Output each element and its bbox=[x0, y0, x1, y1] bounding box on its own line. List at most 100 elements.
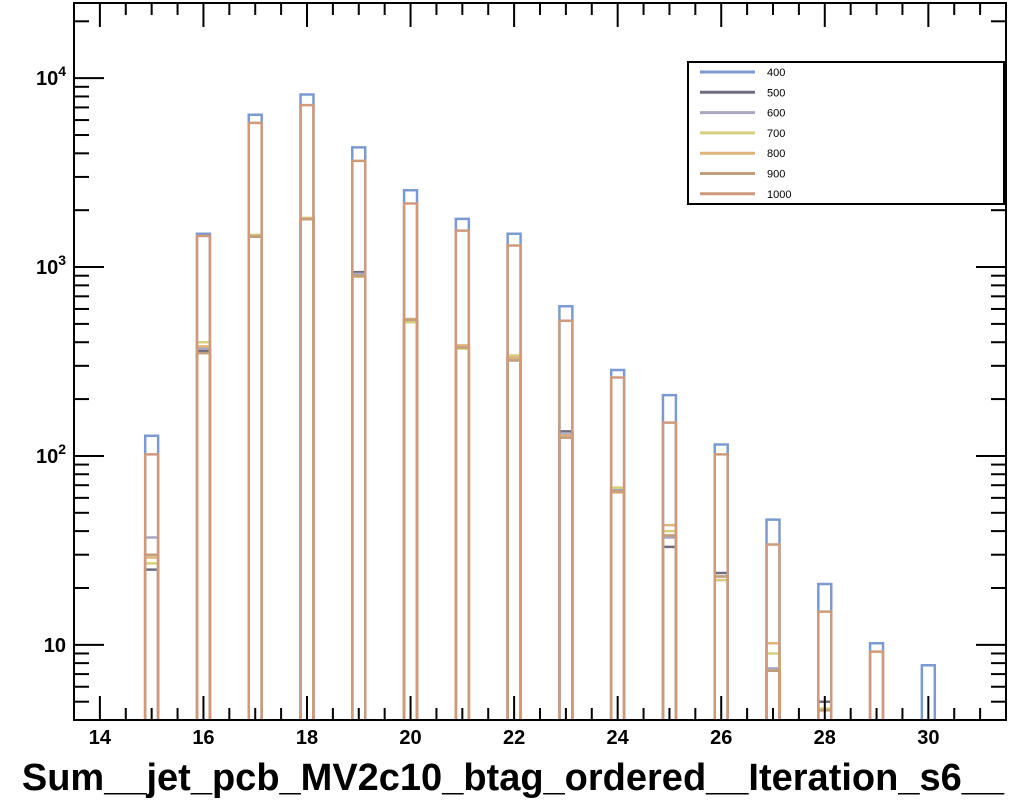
bar-500-18 bbox=[299, 217, 315, 720]
bar-900-19 bbox=[351, 274, 367, 720]
bar-400-20 bbox=[402, 189, 419, 720]
y-axis-tick-labels: 10 102 103 104 bbox=[36, 63, 66, 657]
bar-700-24 bbox=[609, 486, 626, 720]
legend-label-600: 600 bbox=[767, 108, 785, 120]
x-axis-tick-labels: 14 16 18 20 22 24 26 28 30 bbox=[89, 727, 940, 749]
bar-500-25 bbox=[661, 545, 678, 720]
bar-1000-29 bbox=[868, 650, 885, 720]
x-tick-label: 26 bbox=[710, 727, 732, 749]
bar-400-30 bbox=[920, 663, 937, 720]
bar-600-23 bbox=[558, 433, 574, 720]
bar-1000-20 bbox=[402, 202, 419, 720]
bar-600-20 bbox=[402, 319, 419, 720]
bar-1000-21 bbox=[454, 229, 471, 720]
x-axis-ticks bbox=[98, 3, 982, 720]
legend-label-700: 700 bbox=[767, 128, 785, 140]
x-axis-title: Sum__jet_pcb_MV2c10_btag_ordered__Iterat… bbox=[22, 757, 1005, 799]
bar-700-17 bbox=[247, 233, 263, 720]
bar-800-18 bbox=[299, 217, 315, 720]
bar-800-16 bbox=[195, 345, 212, 720]
bar-700-20 bbox=[402, 321, 419, 720]
legend: 400 500 600 700 800 900 1000 bbox=[687, 61, 1005, 205]
y-axis-ticks bbox=[74, 20, 1006, 721]
bar-500-21 bbox=[454, 345, 471, 720]
series-600 bbox=[143, 217, 781, 720]
bar-800-19 bbox=[351, 275, 367, 720]
bar-600-18 bbox=[299, 217, 315, 720]
bar-1000-15 bbox=[143, 453, 160, 720]
legend-entries: 400 500 600 700 800 900 1000 bbox=[700, 67, 791, 201]
bar-900-21 bbox=[454, 346, 471, 720]
bar-1000-28 bbox=[817, 610, 833, 720]
bar-400-21 bbox=[454, 217, 471, 720]
bar-900-15 bbox=[143, 553, 160, 720]
bar-800-15 bbox=[143, 556, 160, 720]
bar-800-23 bbox=[558, 434, 574, 720]
bar-900-16 bbox=[195, 351, 212, 720]
bar-500-20 bbox=[402, 317, 419, 720]
bar-1000-26 bbox=[713, 453, 729, 720]
bar-600-16 bbox=[195, 347, 212, 720]
bar-1000-25 bbox=[661, 421, 678, 720]
bar-900-24 bbox=[609, 490, 626, 720]
bar-400-17 bbox=[247, 113, 263, 720]
bar-700-16 bbox=[195, 340, 212, 720]
bar-1000-19 bbox=[351, 159, 367, 720]
bar-400-15 bbox=[143, 434, 160, 720]
bar-1000-17 bbox=[247, 121, 263, 720]
bar-900-25 bbox=[661, 534, 678, 720]
bar-600-15 bbox=[143, 536, 160, 720]
legend-label-1000: 1000 bbox=[767, 189, 791, 201]
bar-500-24 bbox=[609, 490, 626, 720]
y-tick-label: 104 bbox=[36, 63, 66, 90]
bar-600-25 bbox=[661, 536, 678, 720]
x-tick-label: 30 bbox=[917, 727, 939, 749]
bar-500-15 bbox=[143, 568, 160, 720]
bar-800-22 bbox=[506, 356, 522, 720]
bar-500-23 bbox=[558, 430, 574, 720]
bar-400-23 bbox=[558, 305, 574, 720]
bar-500-16 bbox=[195, 349, 212, 720]
bar-500-17 bbox=[247, 235, 263, 720]
bar-900-17 bbox=[247, 235, 263, 720]
bar-400-27 bbox=[765, 518, 781, 720]
bar-700-15 bbox=[143, 562, 160, 720]
bar-800-25 bbox=[661, 523, 678, 720]
bar-700-23 bbox=[558, 436, 574, 720]
bar-400-26 bbox=[713, 443, 729, 720]
legend-label-400: 400 bbox=[767, 67, 785, 79]
legend-label-900: 900 bbox=[767, 169, 785, 181]
histogram-bars bbox=[143, 93, 937, 720]
bar-1000-24 bbox=[609, 376, 626, 720]
bar-900-20 bbox=[402, 318, 419, 720]
bar-400-25 bbox=[661, 393, 678, 720]
bar-1000-16 bbox=[195, 234, 212, 720]
bar-600-24 bbox=[609, 488, 626, 720]
x-tick-label: 18 bbox=[296, 727, 318, 749]
bar-700-22 bbox=[506, 354, 522, 720]
legend-label-500: 500 bbox=[767, 87, 785, 99]
bar-700-21 bbox=[454, 347, 471, 720]
bar-400-24 bbox=[609, 368, 626, 720]
bar-700-19 bbox=[351, 274, 367, 720]
bar-1000-23 bbox=[558, 319, 574, 720]
series-800 bbox=[143, 217, 781, 720]
bar-1000-18 bbox=[299, 103, 315, 720]
x-tick-label: 16 bbox=[192, 727, 214, 749]
bar-900-18 bbox=[299, 218, 315, 720]
bar-400-22 bbox=[506, 232, 522, 720]
x-tick-label: 24 bbox=[607, 727, 630, 749]
y-tick-label: 10 bbox=[44, 635, 66, 657]
bar-700-25 bbox=[661, 529, 678, 720]
bar-800-21 bbox=[454, 344, 471, 720]
bar-1000-22 bbox=[506, 244, 522, 720]
bar-600-21 bbox=[454, 346, 471, 720]
bar-500-22 bbox=[506, 356, 522, 720]
x-tick-label: 28 bbox=[814, 727, 836, 749]
bar-1000-27 bbox=[765, 543, 781, 720]
bar-600-17 bbox=[247, 234, 263, 720]
bar-600-19 bbox=[351, 272, 367, 720]
bar-500-19 bbox=[351, 270, 367, 720]
bar-400-16 bbox=[195, 232, 212, 720]
